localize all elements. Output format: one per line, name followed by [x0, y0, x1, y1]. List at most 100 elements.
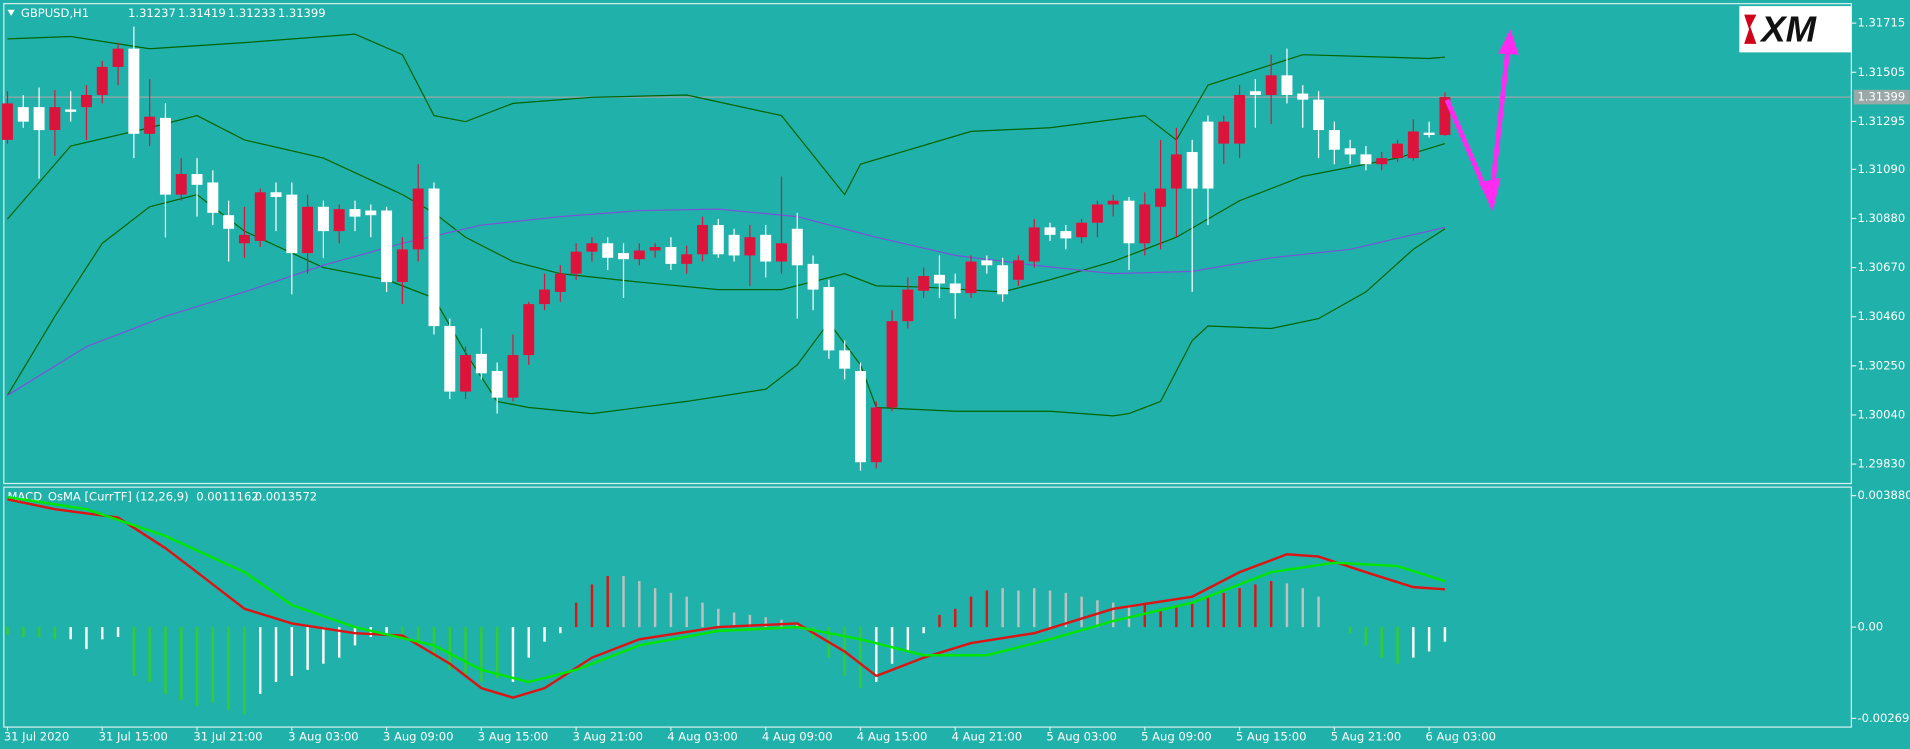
header-high: 1.31419 — [178, 6, 226, 20]
candle-body — [65, 109, 77, 112]
y-tick-label: 0.003880 — [1857, 488, 1910, 502]
candle-body — [1028, 227, 1040, 262]
bid-label-box — [1853, 89, 1910, 105]
histogram-bar — [116, 627, 120, 637]
candle-body — [1360, 154, 1372, 165]
candle-body — [207, 182, 219, 213]
candle-body — [1265, 75, 1277, 95]
candle-body — [728, 234, 740, 256]
histogram-bar — [180, 627, 183, 700]
candle-body — [965, 261, 977, 294]
candle-body — [1234, 94, 1246, 144]
logo: XM — [1739, 6, 1852, 53]
histogram-bar — [1001, 588, 1004, 628]
candle-body — [144, 116, 156, 134]
macd-title: MACD_OsMA [CurrTF] (12,26,9) — [7, 489, 188, 503]
histogram-bar — [922, 627, 925, 634]
candle-body — [223, 215, 235, 229]
indicator-line — [7, 495, 1446, 684]
histogram-bar — [1443, 627, 1447, 642]
signal-header-value: 0.0013572 — [255, 489, 317, 503]
histogram-bar — [369, 627, 373, 637]
candle-body — [760, 234, 772, 262]
histogram-bar — [1206, 596, 1210, 628]
candle-body — [270, 192, 282, 197]
indicator-line — [7, 114, 1446, 293]
histogram-bar — [416, 627, 420, 646]
candle-body — [665, 247, 677, 264]
candle-body — [96, 66, 108, 95]
x-tick-label: 4 Aug 15:00 — [857, 729, 928, 743]
histogram-bar — [890, 627, 894, 664]
candle-body — [1281, 75, 1293, 95]
histogram-bar — [101, 627, 104, 640]
candle-body — [1297, 93, 1309, 100]
candle-body — [1123, 200, 1135, 244]
candle-body — [918, 276, 930, 291]
x-tick-label: 3 Aug 21:00 — [572, 729, 643, 743]
macd-header-value: 0.0011162 — [196, 489, 258, 503]
header-close: 1.31399 — [278, 6, 326, 20]
price-panel — [3, 3, 1852, 485]
candle-body — [238, 234, 250, 244]
candle-body — [191, 174, 203, 185]
histogram-bar — [859, 627, 862, 689]
histogram-bar — [227, 627, 230, 710]
histogram-bar — [243, 627, 246, 715]
candle-body — [949, 283, 961, 294]
histogram-bar — [527, 627, 530, 658]
candle-body — [1044, 227, 1056, 235]
x-tick-label: 4 Aug 21:00 — [952, 729, 1023, 743]
histogram-bar — [717, 608, 720, 628]
histogram-bar — [85, 627, 88, 650]
histogram-bar — [1190, 602, 1194, 628]
x-tick-label: 6 Aug 03:00 — [1425, 729, 1496, 743]
histogram-bar — [259, 627, 262, 694]
histogram-bar — [495, 627, 499, 679]
histogram-bar — [53, 627, 57, 640]
candle-body — [1313, 99, 1325, 131]
macd-panel — [3, 486, 1852, 728]
logo-text: XM — [1759, 8, 1817, 49]
candle-body — [523, 304, 535, 356]
candle-body — [618, 253, 630, 260]
histogram-bar — [148, 627, 151, 683]
histogram-bar — [432, 627, 436, 658]
histogram-bar — [195, 627, 199, 707]
histogram-bar — [1033, 588, 1036, 628]
histogram-bar — [511, 627, 515, 683]
candle-body — [902, 289, 914, 322]
candle-body — [302, 206, 314, 254]
histogram-bar — [1111, 602, 1115, 628]
histogram-bar — [448, 627, 451, 670]
candle-body — [1107, 200, 1119, 205]
logo-mark — [1744, 14, 1757, 44]
histogram-bar — [638, 581, 641, 628]
histogram-bar — [954, 608, 957, 628]
arrow-head — [1478, 177, 1501, 210]
bid-label: 1.31399 — [1857, 90, 1905, 104]
x-tick-label: 4 Aug 09:00 — [762, 729, 833, 743]
y-tick-label: 1.31715 — [1857, 16, 1905, 30]
histogram-bar — [37, 627, 41, 637]
candle-body — [396, 249, 408, 283]
candle-body — [1249, 91, 1261, 95]
histogram-bar — [906, 627, 910, 652]
histogram-bar — [1396, 627, 1399, 664]
marks: 1.31715 1.31505 1.31295 1.31090 1.30880 1.306… — [2, 16, 1910, 743]
candle-body — [1012, 260, 1024, 280]
candle-body — [697, 225, 708, 255]
candle-body — [1344, 148, 1356, 155]
histogram-bar — [764, 617, 767, 628]
candle-body — [507, 355, 519, 398]
candle-body — [317, 206, 329, 232]
histogram-bar — [1222, 592, 1225, 628]
candle-body — [981, 260, 993, 266]
candle-body — [1155, 188, 1167, 207]
histogram-bar — [590, 584, 594, 628]
histogram-bar — [306, 627, 309, 670]
candle-body — [128, 48, 140, 134]
histogram-bar — [353, 627, 357, 646]
candle-body — [381, 210, 393, 283]
